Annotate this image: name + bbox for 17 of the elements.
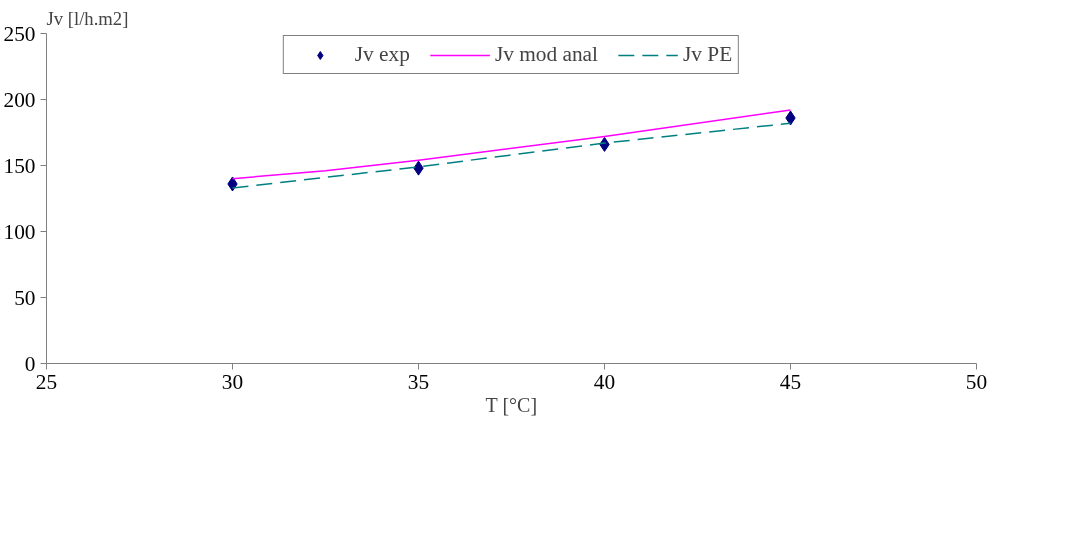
legend-label: Jv PE	[682, 42, 733, 67]
x-tick-label: 40	[593, 369, 616, 394]
x-tick-label: 30	[221, 369, 244, 394]
legend-label: Jv exp	[354, 42, 410, 67]
y-tick-label: 0	[24, 351, 36, 376]
y-tick-label: 200	[3, 87, 36, 112]
x-tick-label: 35	[407, 369, 430, 394]
x-tick-label: 25	[35, 369, 58, 394]
y-axis-title: Jv [l/h.m2]	[46, 7, 129, 29]
x-tick-label: 45	[779, 369, 802, 394]
y-tick-label: 50	[14, 285, 36, 310]
y-tick-label: 250	[3, 21, 36, 46]
x-axis-title: T [°C]	[485, 393, 538, 416]
x-tick-label: 50	[965, 369, 988, 394]
y-tick-label: 150	[3, 153, 36, 178]
legend-label: Jv mod anal	[494, 42, 598, 67]
y-tick-label: 100	[3, 219, 36, 244]
